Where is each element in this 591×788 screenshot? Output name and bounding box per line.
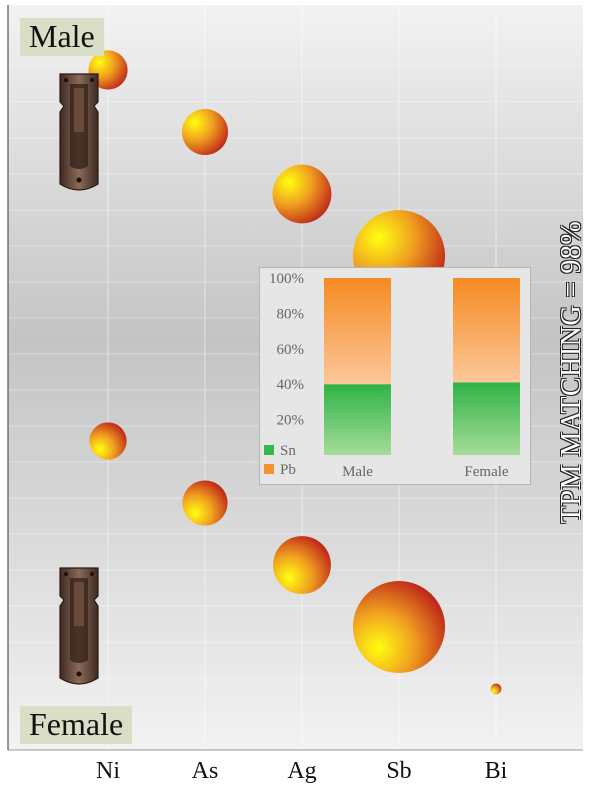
- x-tick-bi: Bi: [456, 758, 536, 785]
- tpm-matching-label: TPM MATCHING = 98%: [556, 221, 588, 523]
- legend-label-pb: Pb: [280, 462, 296, 478]
- inset-y-tick-40: 40%: [277, 377, 305, 393]
- inset-y-tick-100: 100%: [269, 271, 304, 287]
- bubble-female-ni: [89, 422, 126, 459]
- bubble-female-ag: [273, 536, 331, 594]
- inset-chart-panel: 20% 40% 60% 80% 100% Male Female Sn Pb: [259, 267, 531, 485]
- legend-swatch-pb: [264, 464, 274, 474]
- inset-x-tick-female: Female: [464, 464, 508, 480]
- inset-bar-female-sn: [453, 382, 520, 455]
- inset-stacked-bar-chart: 20% 40% 60% 80% 100% Male Female Sn Pb: [260, 268, 530, 484]
- x-tick-ag: Ag: [262, 758, 342, 785]
- female-belt-fitting-image: [54, 566, 104, 686]
- x-tick-ni: Ni: [68, 758, 148, 785]
- inset-bar-female-pb: [453, 278, 520, 382]
- x-tick-as: As: [165, 758, 245, 785]
- female-label: Female: [20, 706, 132, 744]
- inset-y-tick-20: 20%: [277, 413, 305, 429]
- bubble-male-ag: [273, 165, 332, 224]
- inset-x-tick-male: Male: [342, 464, 373, 480]
- bubble-female-bi: [491, 684, 502, 695]
- male-belt-fitting-image: [54, 72, 104, 192]
- x-tick-sb: Sb: [359, 758, 439, 785]
- legend-label-sn: Sn: [280, 443, 296, 459]
- inset-bar-male-pb: [324, 278, 391, 384]
- bubble-female-as: [182, 480, 227, 525]
- bubble-male-as: [182, 109, 228, 155]
- male-label: Male: [20, 18, 104, 56]
- inset-y-tick-80: 80%: [277, 306, 305, 322]
- bubble-female-sb: [353, 581, 445, 673]
- inset-y-tick-60: 60%: [277, 342, 305, 358]
- inset-bar-male-sn: [324, 384, 391, 455]
- legend-swatch-sn: [264, 445, 274, 455]
